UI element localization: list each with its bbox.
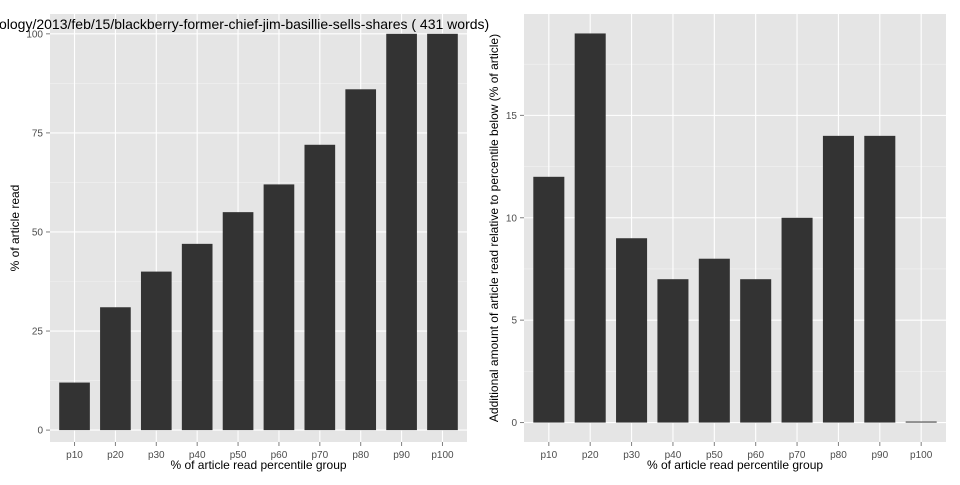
chart-panel-2: 0 5 10 15 p10 p20 p30 p40 p50 p60 p70 p80 p90 p100 % o… <box>487 14 946 472</box>
bar-p70 <box>304 144 336 431</box>
y-tick-label: 15 <box>506 111 518 122</box>
bar-p50 <box>222 212 254 431</box>
y-tick-label: 0 <box>511 418 517 429</box>
x-tick-label-p10: p10 <box>66 450 83 461</box>
x-tick-label-p60: p60 <box>271 450 288 461</box>
y-tick-label: 10 <box>506 213 518 224</box>
x-tick-label-p60: p60 <box>747 450 764 461</box>
x-tick-label-p40: p40 <box>189 450 206 461</box>
bar-p50 <box>698 258 730 423</box>
y-axis-title: Additional amount of article read relati… <box>487 34 501 422</box>
y-axis-title: % of article read <box>8 185 22 272</box>
x-tick-label-p40: p40 <box>665 450 682 461</box>
bar-p80 <box>345 89 377 431</box>
bar-p70 <box>781 217 813 423</box>
x-tick-label-p20: p20 <box>582 450 599 461</box>
x-tick-label-p90: p90 <box>393 450 410 461</box>
x-tick-label-p90: p90 <box>871 450 888 461</box>
y-tick-label: 100 <box>26 29 43 40</box>
x-tick-label-p50: p50 <box>230 450 247 461</box>
y-tick-label: 25 <box>32 327 44 338</box>
page-title: ology/2013/feb/15/blackberry-former-chie… <box>0 16 489 32</box>
bar-p100 <box>427 33 458 431</box>
y-tick-label: 50 <box>32 227 44 238</box>
chart-panel-1: 0 25 50 75 100 p10 p20 p30 p40 p50 p60 p70 p80 p90 p10… <box>8 14 467 472</box>
bar-p10 <box>533 176 565 423</box>
bar-p10 <box>59 382 90 431</box>
bar-p20 <box>574 33 606 423</box>
bar-p90 <box>864 135 896 423</box>
x-axis-title: % of article read percentile group <box>170 458 346 472</box>
bar-p60 <box>740 279 772 423</box>
bar-p80 <box>822 135 854 423</box>
x-tick-label-p80: p80 <box>352 450 369 461</box>
x-axis-title: % of article read percentile group <box>647 458 823 472</box>
y-tick-label: 0 <box>37 426 43 437</box>
x-tick-label-p70: p70 <box>789 450 806 461</box>
y-tick-label: 5 <box>511 316 517 327</box>
x-tick-label-p30: p30 <box>623 450 640 461</box>
x-tick-label-p20: p20 <box>107 450 124 461</box>
bar-p40 <box>657 279 689 423</box>
bar-p20 <box>100 307 131 431</box>
bar-p30 <box>140 271 172 431</box>
x-tick-label-p100: p100 <box>910 450 933 461</box>
x-tick-label-p80: p80 <box>830 450 847 461</box>
y-tick-label: 75 <box>32 128 44 139</box>
x-tick-label-p70: p70 <box>311 450 328 461</box>
bar-p40 <box>181 243 213 431</box>
x-tick-label-p30: p30 <box>148 450 165 461</box>
bar-p60 <box>263 184 295 431</box>
bar-p100 <box>905 421 937 423</box>
bar-p30 <box>616 238 648 423</box>
x-tick-label-p10: p10 <box>540 450 557 461</box>
x-tick-label-p100: p100 <box>431 450 454 461</box>
x-tick-label-p50: p50 <box>706 450 723 461</box>
bar-p90 <box>386 33 417 431</box>
